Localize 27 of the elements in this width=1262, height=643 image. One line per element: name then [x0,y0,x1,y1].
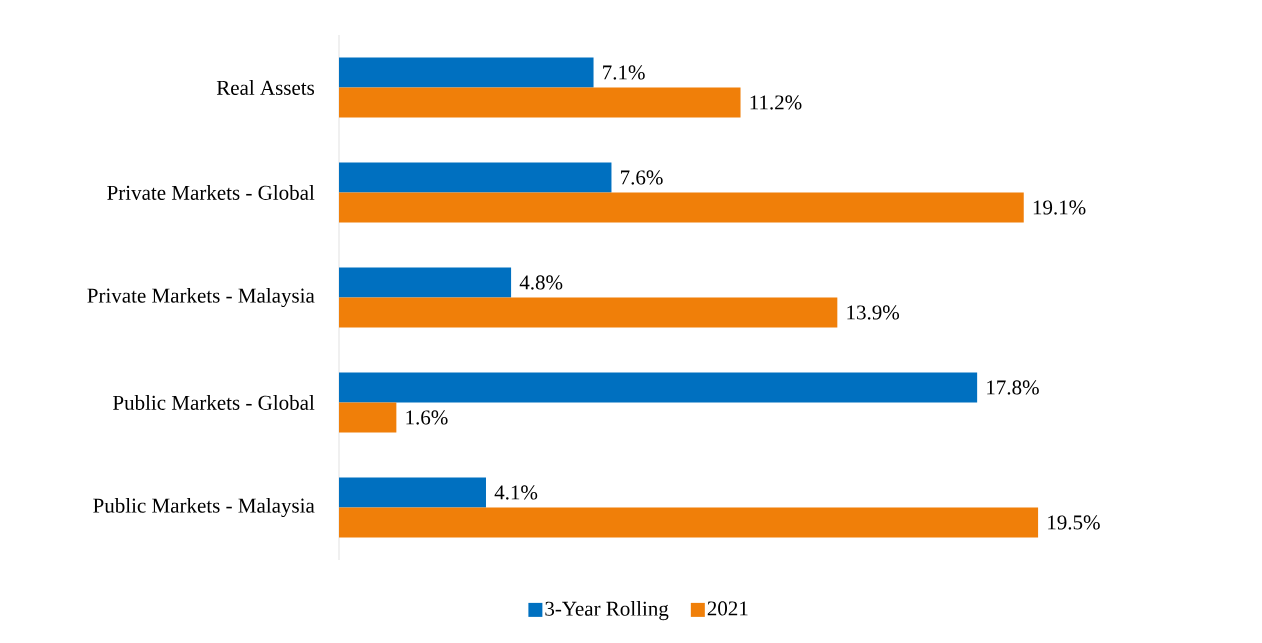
bar [339,507,1039,538]
bar [339,372,978,403]
data-label: 11.2% [750,95,802,110]
bar [339,402,397,433]
y-tick-label: Private Markets - Global [107,185,315,200]
bar [339,267,512,298]
bar [339,192,1024,223]
data-label: 1.6% [406,410,448,425]
bar [339,477,486,508]
legend-label: 3-Year Rolling [545,601,669,621]
data-label: 17.8% [987,380,1039,395]
y-tick-label: Public Markets - Global [113,395,315,410]
data-label: 4.8% [519,275,563,290]
data-label: 4.1% [494,485,538,500]
bar [339,57,594,88]
data-label: 19.1% [1033,200,1086,215]
y-tick-label: Real Assets [216,80,315,95]
bar [339,162,612,193]
data-label: 7.6% [621,170,663,185]
y-tick-label: Public Markets - Malaysia [93,497,315,518]
y-tick-label: Private Markets - Malaysia [87,287,315,308]
bar [339,297,838,328]
data-label: 19.5% [1048,515,1100,530]
bar [339,87,741,118]
data-label: 7.1% [603,65,645,80]
data-label: 13.9% [847,305,900,320]
legend-label: 2021 [707,601,748,616]
